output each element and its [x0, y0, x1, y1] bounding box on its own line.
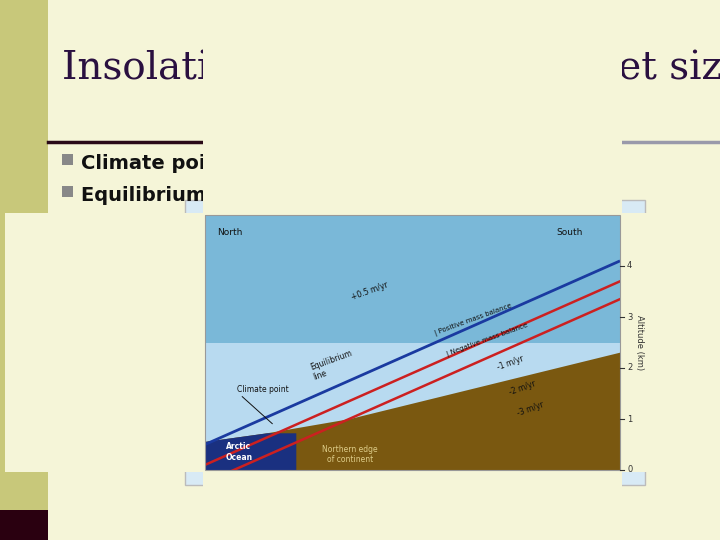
Bar: [205, 215, 620, 470]
Bar: [0, 510, 48, 540]
Bar: [62, 154, 73, 165]
Text: 0: 0: [627, 465, 632, 475]
Polygon shape: [205, 433, 297, 470]
Text: Insolation Control of ice sheet size: Insolation Control of ice sheet size: [62, 50, 720, 87]
Text: | Negative mass balance: | Negative mass balance: [446, 322, 529, 358]
Text: South: South: [557, 228, 582, 237]
Text: 3: 3: [627, 313, 632, 321]
Polygon shape: [205, 342, 620, 470]
Text: -1 m/yr: -1 m/yr: [495, 354, 525, 372]
Text: +0.5 m/yr: +0.5 m/yr: [350, 281, 390, 302]
Bar: [62, 186, 73, 197]
Text: Figure 10-5: Figure 10-5: [357, 489, 473, 507]
Text: North: North: [217, 228, 243, 237]
Bar: [5, 213, 205, 472]
Bar: [185, 200, 645, 485]
Text: Arctic
Ocean: Arctic Ocean: [226, 442, 253, 462]
Bar: [203, 15, 622, 215]
Bar: [203, 470, 622, 540]
Text: -2 m/yr: -2 m/yr: [508, 380, 537, 397]
Text: Climate point: Climate point: [81, 154, 229, 173]
Text: 2: 2: [627, 363, 632, 373]
Bar: [620, 213, 720, 472]
Bar: [205, 215, 620, 470]
Text: Northern edge
of continent: Northern edge of continent: [323, 445, 378, 464]
Text: Equilibrium line: Equilibrium line: [81, 186, 253, 205]
Polygon shape: [205, 353, 620, 470]
Text: -3 m/yr: -3 m/yr: [516, 400, 546, 418]
Text: 4: 4: [627, 261, 632, 271]
Text: Climate point: Climate point: [238, 384, 289, 394]
Text: | Positive mass balance: | Positive mass balance: [433, 302, 513, 337]
Text: 1: 1: [627, 415, 632, 423]
Bar: [0, 0, 48, 540]
Text: Equilibrium
line: Equilibrium line: [309, 349, 356, 382]
Text: Altitude (km): Altitude (km): [636, 315, 644, 370]
